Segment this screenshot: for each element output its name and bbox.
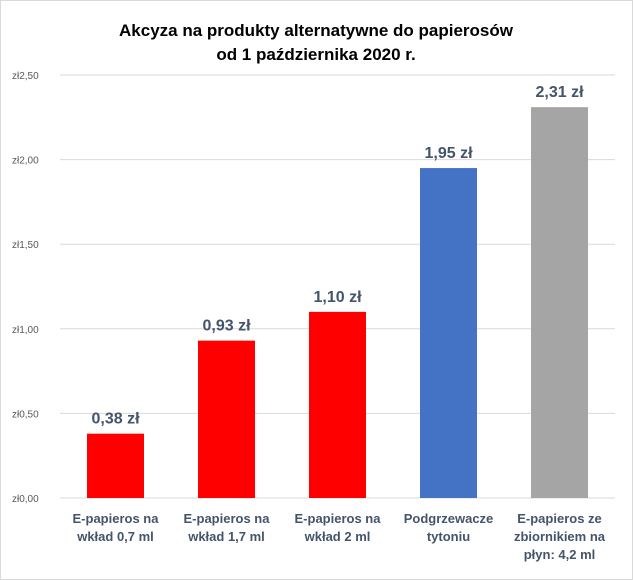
category-label-5: płyn: 4,2 ml — [524, 547, 596, 562]
y-tick-label: zł2,50 — [12, 71, 39, 82]
value-label-5: 2,31 zł — [535, 84, 584, 101]
x-axis-labels: E-papieros na wkład 0,7 ml E-papieros na wk… — [73, 511, 606, 562]
chart-title-line-2: od 1 października 2020 r. — [216, 45, 415, 64]
category-label-1: E-papieros na — [73, 511, 160, 526]
y-tick-label: zł1,00 — [12, 325, 39, 336]
value-label-2: 0,93 zł — [202, 318, 251, 335]
y-tick-label: zł0,00 — [12, 494, 39, 505]
gridlines — [60, 74, 615, 499]
category-label-2: E-papieros na — [184, 511, 271, 526]
category-label-3: E-papieros na — [295, 511, 382, 526]
chart-title: Akcyza na produkty alternatywne do papie… — [119, 21, 514, 64]
bar-5 — [531, 107, 588, 498]
category-label-5: zbiornikiem na — [514, 529, 606, 544]
bar-3 — [309, 311, 366, 498]
bar-4 — [420, 168, 477, 498]
y-tick-label: zł1,50 — [12, 240, 39, 251]
y-axis-labels: zł0,00 zł0,50 zł1,00 zł1,50 zł2,00 zł2,50 — [12, 71, 39, 505]
chart-title-line-1: Akcyza na produkty alternatywne do papie… — [119, 21, 514, 40]
bar-2 — [198, 340, 255, 498]
category-label-5: E-papieros ze — [517, 511, 602, 526]
category-label-4: Podgrzewacze — [404, 511, 494, 526]
data-labels: 0,38 zł 0,93 zł 1,10 zł 1,95 zł 2,31 zł — [91, 84, 584, 428]
y-tick-label: zł0,50 — [12, 409, 39, 420]
value-label-4: 1,95 zł — [424, 145, 473, 162]
category-label-3: wkład 2 ml — [304, 529, 371, 544]
y-tick-label: zł2,00 — [12, 156, 39, 167]
value-label-3: 1,10 zł — [313, 289, 362, 306]
category-label-4: tytoniu — [427, 529, 470, 544]
category-label-1: wkład 0,7 ml — [76, 529, 154, 544]
bar-1 — [87, 433, 144, 498]
value-label-1: 0,38 zł — [91, 411, 140, 428]
bars — [87, 107, 588, 498]
category-label-2: wkład 1,7 ml — [187, 529, 265, 544]
